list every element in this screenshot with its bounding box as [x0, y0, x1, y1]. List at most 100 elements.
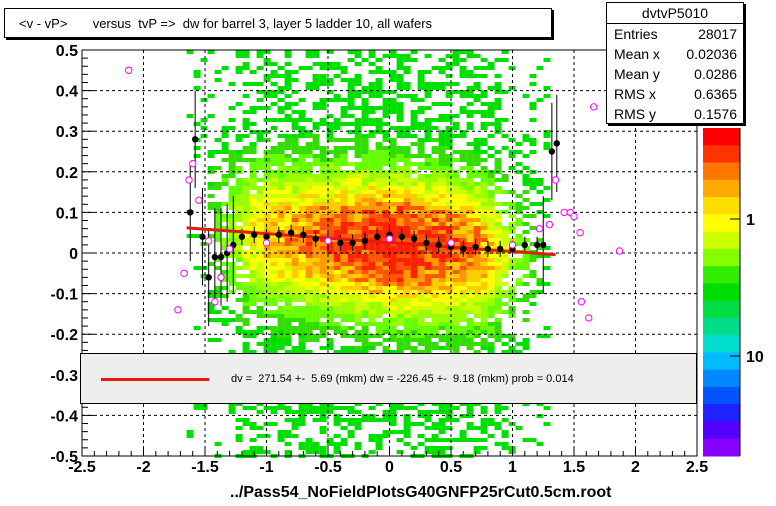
stats-key: RMS x	[614, 86, 656, 102]
mean-point	[460, 245, 467, 253]
rms-marker	[225, 245, 234, 253]
mean-point	[191, 136, 199, 143]
x-tick-label: -1	[259, 459, 273, 476]
stats-row-rms-y: RMS y 0.1576	[607, 104, 743, 124]
stats-row-rms-x: RMS x 0.6365	[607, 84, 743, 104]
color-scale-step	[703, 214, 740, 233]
rms-marker	[576, 229, 584, 237]
profile-rms-markers	[125, 66, 624, 322]
y-tick-label: 0.3	[56, 124, 78, 141]
color-scale-step	[703, 197, 740, 215]
stats-row-entries: Entries 28017	[607, 24, 743, 44]
rms-marker	[535, 224, 544, 233]
x-axis-label: ../Pass54_NoFieldPlotsG40GNFP25rCut0.5cm…	[230, 484, 612, 501]
rms-marker	[189, 159, 197, 168]
mean-point	[410, 235, 418, 242]
color-scale-step	[703, 438, 740, 457]
rms-marker	[195, 196, 203, 204]
mean-point	[263, 233, 270, 240]
fit-line	[186, 226, 556, 257]
y-tick-label: -0.2	[50, 327, 78, 344]
mean-point	[312, 235, 319, 242]
x-tick-label: -2	[136, 459, 150, 476]
x-tick-label: 1	[508, 459, 517, 476]
rms-marker	[125, 66, 133, 75]
x-tick-label: -1.5	[191, 459, 219, 476]
rms-marker	[551, 176, 560, 184]
rms-marker	[217, 273, 225, 282]
mean-point	[540, 241, 547, 249]
color-scale-step	[703, 231, 740, 250]
mean-point	[287, 229, 295, 236]
rms-marker	[185, 176, 193, 184]
color-scale-step	[703, 421, 740, 440]
mean-point	[199, 233, 206, 240]
color-scale-step	[703, 369, 740, 388]
stats-key: Mean x	[614, 46, 660, 62]
color-scale-step	[703, 145, 740, 164]
y-tick-label: 0.5	[56, 43, 78, 60]
mean-point	[211, 253, 219, 261]
rms-marker	[545, 220, 554, 229]
mean-point	[521, 241, 528, 249]
color-scale-step	[703, 248, 740, 267]
fit-legend-swatch	[101, 378, 209, 381]
color-scale-step	[703, 128, 740, 146]
stats-row-mean-x: Mean x 0.02036	[607, 44, 743, 64]
y-axis-ticks: -0.5 -0.4 -0.3 -0.2 -0.1 0 0.1 0.2 0.3 0.4 0.5	[50, 43, 94, 466]
rms-marker	[570, 212, 578, 221]
color-scale-step	[703, 335, 740, 353]
color-scale-step	[703, 317, 740, 336]
rms-marker	[262, 239, 271, 247]
mean-point	[238, 233, 246, 240]
x-tick-label: 2	[631, 459, 640, 476]
color-scale-step	[703, 300, 740, 319]
y-tick-label: -0.3	[50, 368, 78, 385]
stats-value: 0.1576	[694, 106, 737, 122]
stats-key: RMS y	[614, 106, 656, 122]
stats-row-mean-y: Mean y 0.0286	[607, 64, 743, 84]
y-tick-label: 0	[69, 246, 78, 263]
mean-point	[423, 239, 430, 247]
stats-box: dvtvP5010 Entries 28017 Mean x 0.02036 M…	[606, 2, 744, 124]
stats-key: Entries	[614, 26, 658, 42]
stats-value: 28017	[698, 26, 737, 42]
mean-point	[497, 245, 504, 253]
x-axis-ticks: -2.5 -2 -1.5 -1 -0.5 0 0.5 1 1.5 2 2.5	[68, 446, 708, 476]
mean-point	[484, 245, 492, 253]
mean-point	[472, 243, 479, 251]
color-scale-bar: 1 10	[703, 128, 764, 457]
mean-point	[533, 241, 541, 249]
mean-point	[553, 140, 560, 147]
rms-marker	[585, 314, 593, 322]
x-tick-label: -2.5	[68, 459, 96, 476]
mean-point	[548, 148, 556, 155]
x-tick-label: 1.5	[563, 459, 585, 476]
stats-key: Mean y	[614, 66, 660, 82]
chart-title: <v - vP> versus tvP => dw for barrel 3, …	[4, 8, 552, 38]
mean-point	[205, 274, 212, 281]
y-tick-label: -0.5	[50, 449, 78, 466]
color-scale-step	[703, 386, 740, 405]
rms-marker	[180, 269, 188, 277]
x-tick-label: -0.5	[314, 459, 342, 476]
fit-legend: dv = 271.54 +- 5.69 (mkm) dw = -226.45 +…	[80, 353, 697, 404]
rms-marker	[589, 103, 598, 111]
mean-point	[337, 239, 344, 247]
mean-point	[398, 233, 405, 240]
y-tick-label: 0.1	[56, 205, 78, 222]
rms-marker	[447, 239, 455, 247]
rms-marker	[324, 237, 332, 245]
stats-value: 0.6365	[694, 86, 737, 102]
stats-value: 0.0286	[694, 66, 737, 82]
color-scale-tick-label: 10	[746, 349, 764, 366]
rms-marker	[174, 306, 182, 314]
fit-legend-text: dv = 271.54 +- 5.69 (mkm) dw = -226.45 +…	[231, 373, 574, 385]
mean-point	[435, 241, 442, 249]
mean-point	[217, 253, 225, 261]
color-scale-step	[703, 404, 740, 422]
rms-marker	[204, 237, 213, 245]
rms-marker	[211, 298, 219, 306]
stats-histogram-name: dvtvP5010	[607, 3, 743, 24]
